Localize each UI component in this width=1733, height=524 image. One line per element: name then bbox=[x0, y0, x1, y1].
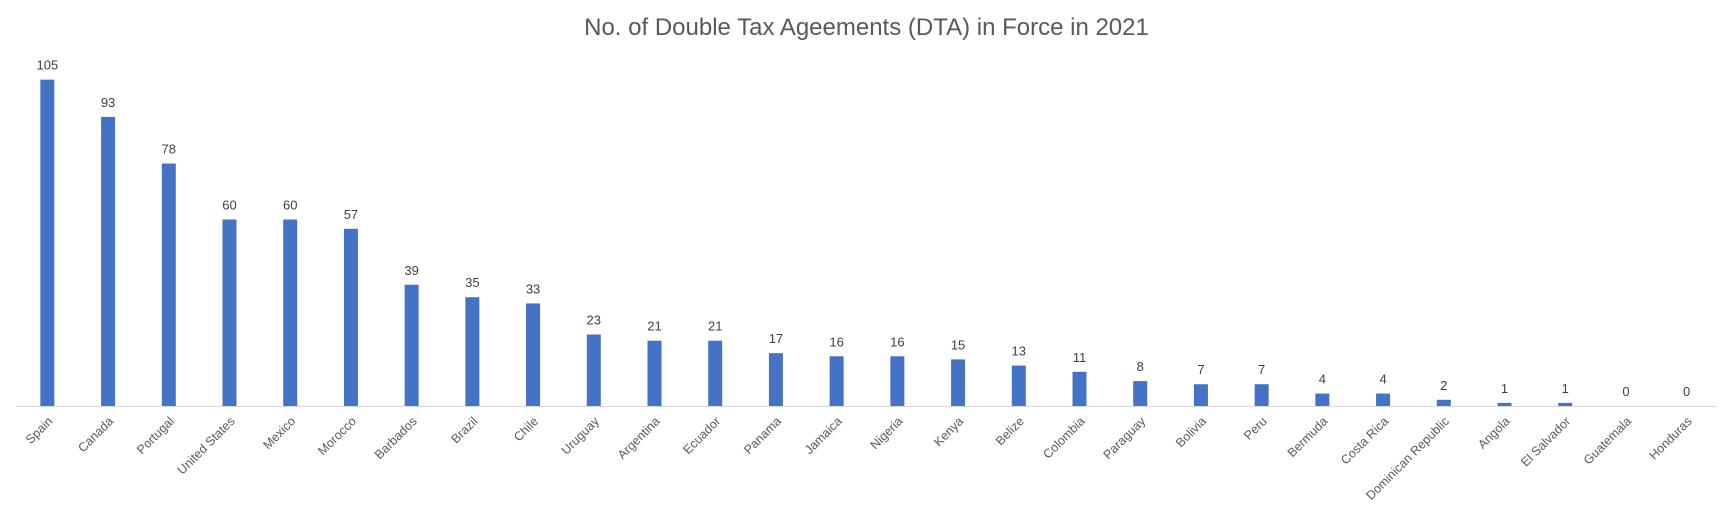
data-label-bermuda: 4 bbox=[1319, 372, 1326, 387]
bar-united-states bbox=[222, 219, 237, 406]
bar-mexico bbox=[283, 219, 298, 406]
data-label-peru: 7 bbox=[1258, 362, 1265, 377]
data-label-portugal: 78 bbox=[162, 142, 176, 157]
x-tick-label-argentina: Argentina bbox=[615, 414, 663, 462]
x-tick-label-jamaica: Jamaica bbox=[802, 414, 845, 457]
data-label-angola: 1 bbox=[1501, 381, 1508, 396]
bar-el-salvador bbox=[1558, 402, 1573, 406]
bar-paraguay bbox=[1133, 381, 1148, 406]
x-tick-label-honduras: Honduras bbox=[1647, 414, 1695, 462]
data-label-barbados: 39 bbox=[404, 263, 418, 278]
x-tick-label-kenya: Kenya bbox=[931, 414, 966, 449]
x-tick-label-ecuador: Ecuador bbox=[681, 414, 724, 457]
data-label-brazil: 35 bbox=[465, 275, 479, 290]
bar-argentina bbox=[647, 340, 662, 407]
bar-chile bbox=[526, 303, 541, 407]
data-label-uruguay: 23 bbox=[587, 313, 601, 328]
bar-brazil bbox=[465, 297, 480, 406]
data-label-chile: 33 bbox=[526, 281, 540, 296]
x-tick-label-bermuda: Bermuda bbox=[1285, 414, 1331, 460]
x-tick-label-canada: Canada bbox=[75, 414, 116, 455]
x-tick-label-spain: Spain bbox=[23, 414, 56, 447]
bar-bermuda bbox=[1315, 393, 1330, 406]
data-label-paraguay: 8 bbox=[1137, 359, 1144, 374]
bar-peru bbox=[1254, 384, 1269, 406]
x-tick-label-belize: Belize bbox=[993, 414, 1027, 448]
bar-portugal bbox=[161, 163, 176, 406]
x-tick-label-nigeria: Nigeria bbox=[868, 414, 906, 452]
bars-layer bbox=[40, 79, 1573, 407]
bar-canada bbox=[101, 116, 116, 407]
x-tick-label-colombia: Colombia bbox=[1040, 414, 1087, 461]
bar-belize bbox=[1011, 365, 1026, 406]
bar-jamaica bbox=[829, 356, 844, 406]
x-tick-label-costa-rica: Costa Rica bbox=[1338, 414, 1391, 467]
x-tick-label-morocco: Morocco bbox=[315, 414, 359, 458]
data-label-ecuador: 21 bbox=[708, 319, 722, 334]
bar-bolivia bbox=[1193, 384, 1208, 406]
x-tick-label-brazil: Brazil bbox=[448, 414, 480, 446]
data-label-honduras: 0 bbox=[1683, 384, 1690, 399]
x-tick-label-mexico: Mexico bbox=[260, 414, 298, 452]
bar-barbados bbox=[404, 284, 419, 406]
data-label-kenya: 15 bbox=[951, 337, 965, 352]
bar-spain bbox=[40, 79, 55, 407]
bar-uruguay bbox=[586, 334, 601, 406]
x-tick-label-barbados: Barbados bbox=[372, 414, 420, 462]
x-tick-label-bolivia: Bolivia bbox=[1173, 414, 1209, 450]
data-label-colombia: 11 bbox=[1073, 350, 1087, 365]
x-tick-label-peru: Peru bbox=[1241, 414, 1270, 443]
bar-ecuador bbox=[708, 340, 723, 407]
bar-kenya bbox=[951, 359, 966, 407]
x-tick-label-uruguay: Uruguay bbox=[559, 414, 603, 458]
x-tick-label-united-states: United States bbox=[175, 414, 238, 477]
x-tick-label-portugal: Portugal bbox=[134, 414, 177, 457]
data-label-jamaica: 16 bbox=[829, 334, 843, 349]
data-label-canada: 93 bbox=[101, 95, 115, 110]
data-label-belize: 13 bbox=[1012, 344, 1026, 359]
bar-dominican-republic bbox=[1436, 399, 1451, 406]
x-tick-label-chile: Chile bbox=[511, 414, 541, 444]
x-tick-label-angola: Angola bbox=[1475, 414, 1512, 451]
x-tick-label-panama: Panama bbox=[741, 414, 784, 457]
bar-angola bbox=[1497, 402, 1512, 406]
data-label-guatemala: 0 bbox=[1622, 384, 1629, 399]
x-tick-label-el-salvador: El Salvador bbox=[1518, 414, 1573, 469]
data-label-argentina: 21 bbox=[647, 319, 661, 334]
bar-colombia bbox=[1072, 371, 1087, 406]
x-tick-label-paraguay: Paraguay bbox=[1101, 414, 1149, 462]
data-label-morocco: 57 bbox=[344, 207, 358, 222]
chart-title: No. of Double Tax Ageements (DTA) in For… bbox=[584, 14, 1149, 41]
data-label-el-salvador: 1 bbox=[1562, 381, 1569, 396]
data-label-dominican-republic: 2 bbox=[1440, 378, 1447, 393]
data-label-bolivia: 7 bbox=[1197, 362, 1204, 377]
data-label-nigeria: 16 bbox=[890, 334, 904, 349]
data-label-costa-rica: 4 bbox=[1379, 372, 1386, 387]
bar-costa-rica bbox=[1376, 393, 1391, 406]
bar-panama bbox=[768, 353, 783, 406]
data-label-mexico: 60 bbox=[283, 198, 297, 213]
bar-nigeria bbox=[890, 356, 905, 406]
bar-morocco bbox=[343, 228, 358, 406]
x-tick-label-guatemala: Guatemala bbox=[1581, 414, 1634, 467]
data-label-panama: 17 bbox=[769, 331, 783, 346]
data-label-united-states: 60 bbox=[222, 198, 236, 213]
data-label-spain: 105 bbox=[37, 58, 59, 73]
